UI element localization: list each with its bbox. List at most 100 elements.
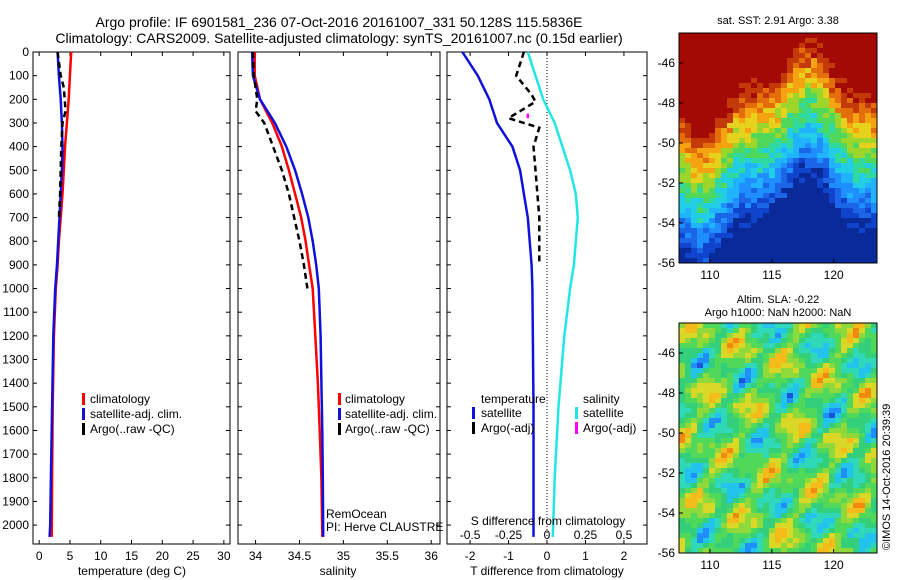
sla-cell: [739, 433, 746, 439]
sla-cell: [709, 483, 716, 489]
sst-cell: [787, 123, 794, 129]
sst-cell: [871, 243, 878, 249]
sst-cell: [679, 158, 686, 164]
sst-cell: [847, 123, 854, 129]
sst-cell: [793, 63, 800, 69]
sst-cell: [787, 73, 794, 79]
sla-cell: [769, 408, 776, 414]
sla-cell: [775, 373, 782, 379]
sst-cell: [793, 68, 800, 74]
sst-cell: [775, 88, 782, 94]
sla-cell: [727, 508, 734, 514]
sla-cell: [817, 493, 824, 499]
sst-cell: [835, 163, 842, 169]
sla-cell: [715, 408, 722, 414]
sla-cell: [847, 513, 854, 519]
sla-cell: [751, 328, 758, 334]
sst-cell: [823, 113, 830, 119]
sla-cell: [721, 503, 728, 509]
sst-cell: [871, 133, 878, 139]
sla-cell: [787, 493, 794, 499]
sla-cell: [871, 393, 878, 399]
sla-cell: [679, 533, 686, 539]
sst-cell: [787, 48, 794, 54]
sla-cell: [697, 523, 704, 529]
sla-cell: [703, 413, 710, 419]
sst-cell: [799, 178, 806, 184]
sst-cell: [865, 33, 872, 39]
pi-label: PI: Herve CLAUSTRE: [326, 520, 443, 534]
sla-cell: [739, 363, 746, 369]
sst-cell: [841, 98, 848, 104]
sst-cell: [859, 173, 866, 179]
legend-label-t-satellite: satellite: [481, 406, 522, 420]
sst-cell: [721, 108, 728, 114]
sla-cell: [691, 523, 698, 529]
sst-cell: [865, 233, 872, 239]
sla-cell: [823, 363, 830, 369]
sst-cell: [775, 178, 782, 184]
sla-cell: [697, 333, 704, 339]
sst-cell: [781, 143, 788, 149]
sst-cell: [817, 163, 824, 169]
sla-cell: [769, 488, 776, 494]
sst-cell: [865, 38, 872, 44]
sst-cell: [739, 93, 746, 99]
sst-cell: [787, 88, 794, 94]
sst-cell: [835, 38, 842, 44]
sla-map: Altim. SLA: -0.22 Argo h1000: NaN h2000:…: [658, 294, 878, 572]
sst-cell: [787, 53, 794, 59]
sla-cell: [841, 543, 848, 549]
sla-cell: [805, 448, 812, 454]
sla-cell: [763, 418, 770, 424]
sla-cell: [787, 338, 794, 344]
sla-cell: [805, 418, 812, 424]
sst-cell: [733, 258, 740, 264]
sla-cell: [697, 453, 704, 459]
sst-cell: [703, 68, 710, 74]
sst-cell: [745, 98, 752, 104]
sst-cell: [763, 203, 770, 209]
sla-cell: [775, 533, 782, 539]
sst-cell: [697, 88, 704, 94]
sla-cell: [733, 548, 740, 554]
legend-label-climatology: climatology: [90, 392, 150, 406]
sst-cell: [799, 228, 806, 234]
sla-cell: [799, 368, 806, 374]
sla-cell: [859, 513, 866, 519]
sla-cell: [775, 503, 782, 509]
sst-cell: [775, 168, 782, 174]
sst-cell: [781, 248, 788, 254]
sla-cell: [811, 403, 818, 409]
sla-cell: [787, 348, 794, 354]
sla-cell: [811, 458, 818, 464]
sla-cell: [751, 358, 758, 364]
sla-cell: [751, 503, 758, 509]
sst-cell: [799, 133, 806, 139]
sst-cell: [841, 123, 848, 129]
sla-cell: [799, 468, 806, 474]
sst-cell: [865, 63, 872, 69]
sla-cell: [715, 398, 722, 404]
sla-cell: [859, 408, 866, 414]
sla-cell: [715, 388, 722, 394]
sla-cell: [823, 533, 830, 539]
sst-cell: [799, 168, 806, 174]
sla-cell: [697, 443, 704, 449]
sst-cell: [841, 158, 848, 164]
sla-cell: [847, 543, 854, 549]
sla-cell: [757, 368, 764, 374]
sla-cell: [781, 478, 788, 484]
sla-cell: [799, 408, 806, 414]
sla-cell: [871, 323, 878, 329]
sst-cell: [703, 133, 710, 139]
sla-cell: [799, 448, 806, 454]
sst-cell: [811, 53, 818, 59]
sst-cell: [733, 173, 740, 179]
sla-cell: [745, 543, 752, 549]
sla-cell: [799, 538, 806, 544]
sla-cell: [817, 383, 824, 389]
sst-cell: [751, 33, 758, 39]
sst-cell: [691, 93, 698, 99]
sla-cell: [727, 523, 734, 529]
